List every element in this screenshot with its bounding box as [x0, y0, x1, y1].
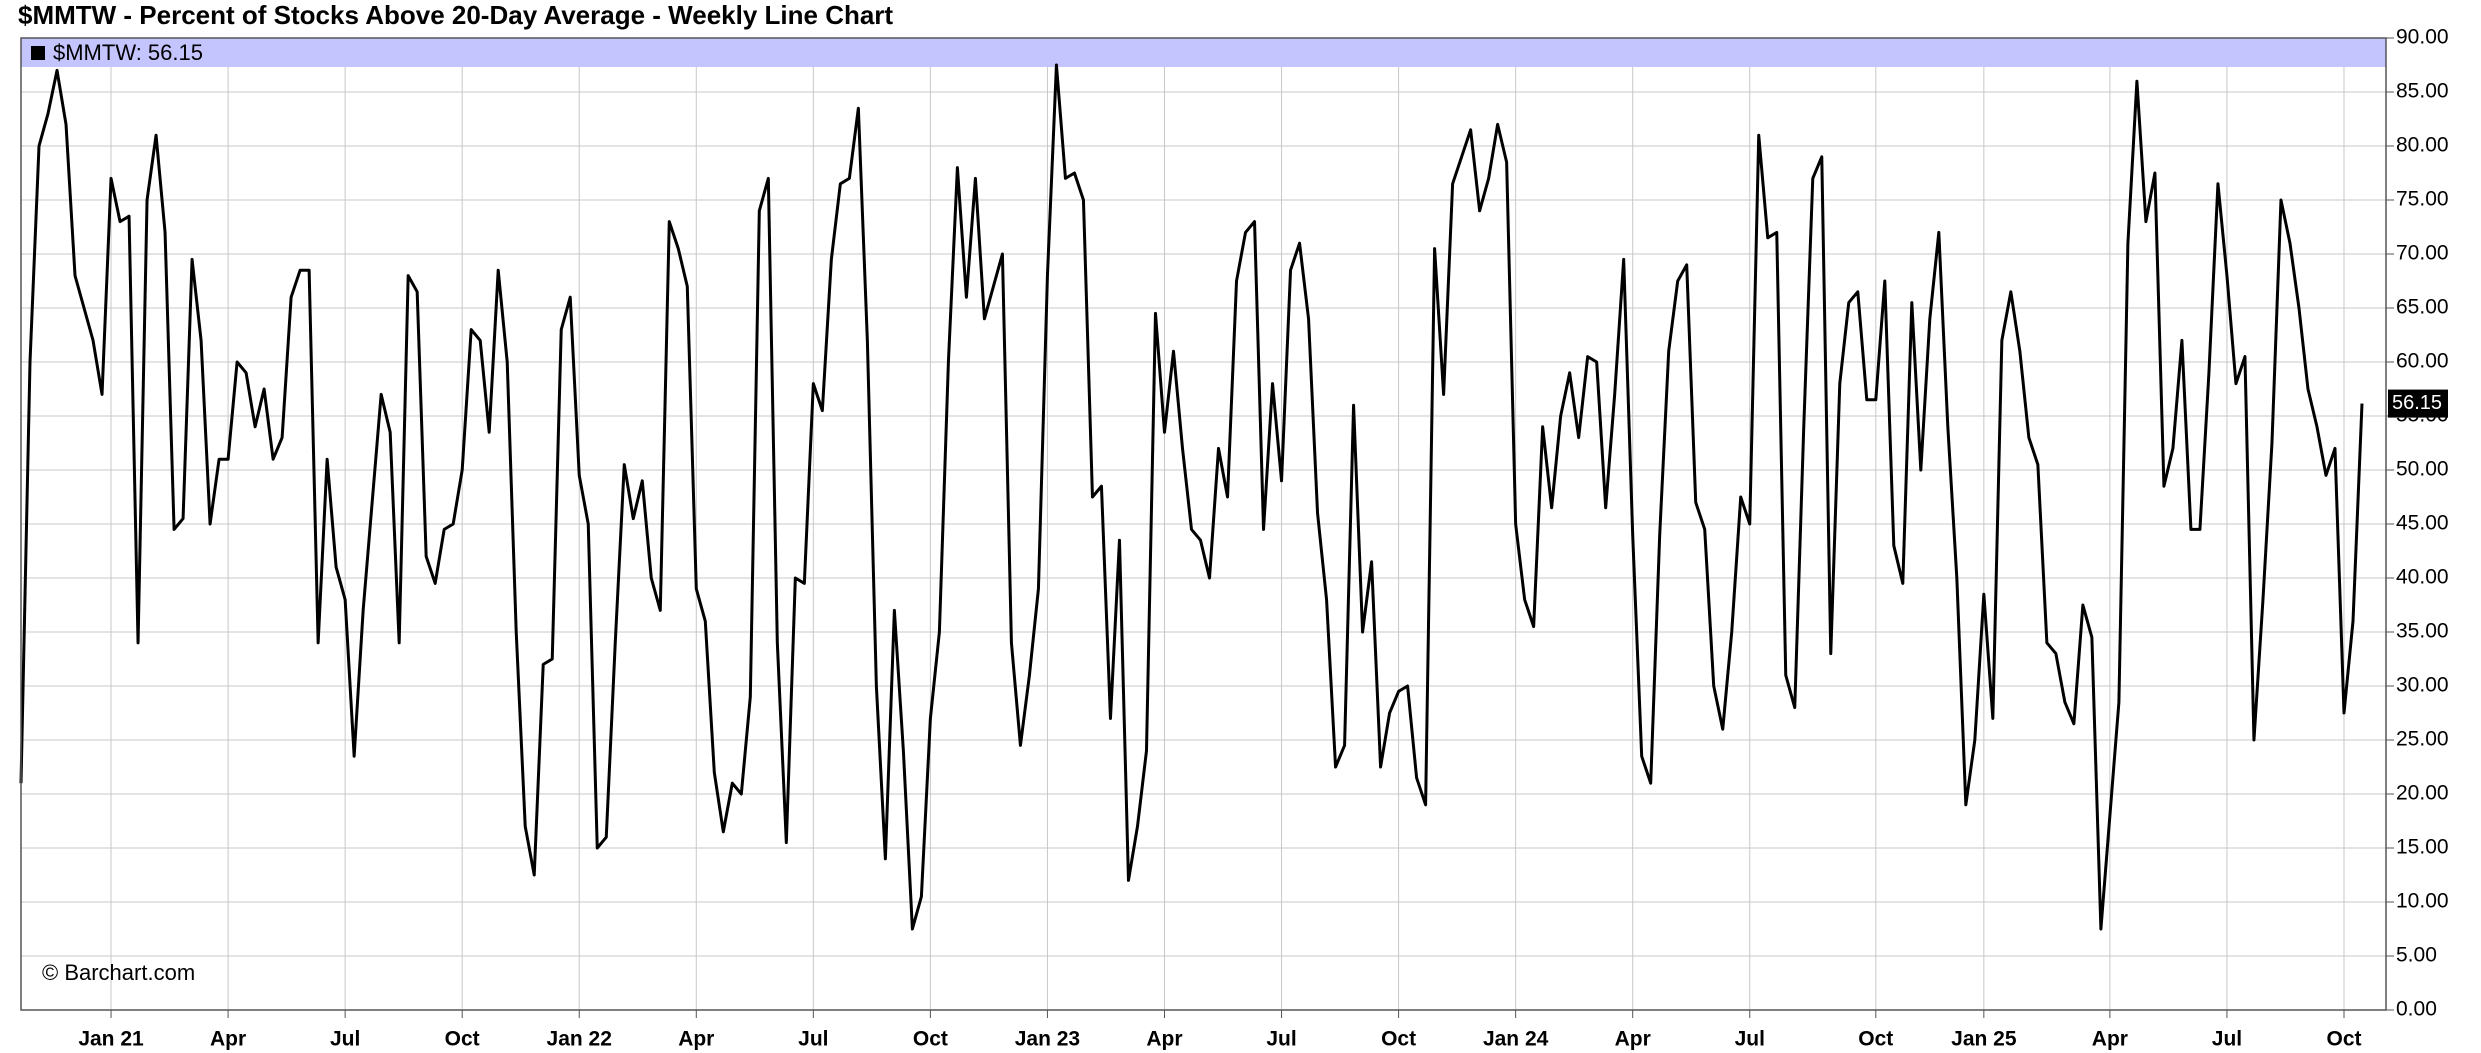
y-tick-label: 85.00 [2396, 80, 2449, 103]
last-value-box [2388, 389, 2448, 418]
y-tick-label: 15.00 [2396, 836, 2449, 859]
x-tick-label: Oct [2326, 1028, 2361, 1051]
y-tick-label: 60.00 [2396, 350, 2449, 373]
y-tick-label: 30.00 [2396, 674, 2449, 697]
y-tick-label: 75.00 [2396, 188, 2449, 211]
x-tick-label: Oct [913, 1028, 948, 1051]
y-tick-label: 40.00 [2396, 566, 2449, 589]
legend-swatch [31, 46, 45, 60]
y-tick-label: 20.00 [2396, 782, 2449, 805]
x-tick-label: Oct [445, 1028, 480, 1051]
y-tick-label: 90.00 [2396, 26, 2449, 49]
y-tick-label: 65.00 [2396, 296, 2449, 319]
credit: © Barchart.com [42, 960, 195, 985]
chart-title: $MMTW - Percent of Stocks Above 20-Day A… [18, 0, 893, 30]
y-tick-label: 70.00 [2396, 242, 2449, 265]
plot [19, 63, 2364, 931]
y-tick-label: 0.00 [2396, 998, 2437, 1021]
y-tick-label: 25.00 [2396, 728, 2449, 751]
y-tick-label: 80.00 [2396, 134, 2449, 157]
x-tick-label: Jan 25 [1951, 1028, 2017, 1051]
x-tick-label: Apr [1146, 1028, 1182, 1051]
data-line [19, 63, 2364, 931]
x-tick-label: Jul [798, 1028, 828, 1051]
x-tick-label: Apr [210, 1028, 246, 1051]
x-tick-label: Apr [2092, 1028, 2128, 1051]
x-tick-label: Jul [330, 1028, 360, 1051]
legend-text: $MMTW: 56.15 [53, 40, 203, 65]
y-tick-label: 35.00 [2396, 620, 2449, 643]
y-tick-label: 50.00 [2396, 458, 2449, 481]
y-tick-label: 45.00 [2396, 512, 2449, 535]
x-tick-label: Apr [1615, 1028, 1651, 1051]
x-tick-label: Jan 24 [1483, 1028, 1549, 1051]
grid [21, 37, 2386, 1011]
x-tick-label: Apr [678, 1028, 714, 1051]
x-tick-label: Jul [1735, 1028, 1765, 1051]
x-tick-label: Jan 21 [78, 1028, 144, 1051]
y-tick-label: 10.00 [2396, 890, 2449, 913]
x-tick-label: Jul [2212, 1028, 2242, 1051]
last-value-label: 56.15 [2392, 392, 2442, 414]
x-tick-label: Jul [1266, 1028, 1296, 1051]
x-tick-label: Oct [1381, 1028, 1416, 1051]
x-tick-label: Jan 23 [1015, 1028, 1080, 1051]
x-tick-label: Jan 22 [547, 1028, 612, 1051]
y-tick-label: 5.00 [2396, 944, 2437, 967]
x-tick-label: Oct [1858, 1028, 1893, 1051]
legend-band [21, 38, 2386, 67]
